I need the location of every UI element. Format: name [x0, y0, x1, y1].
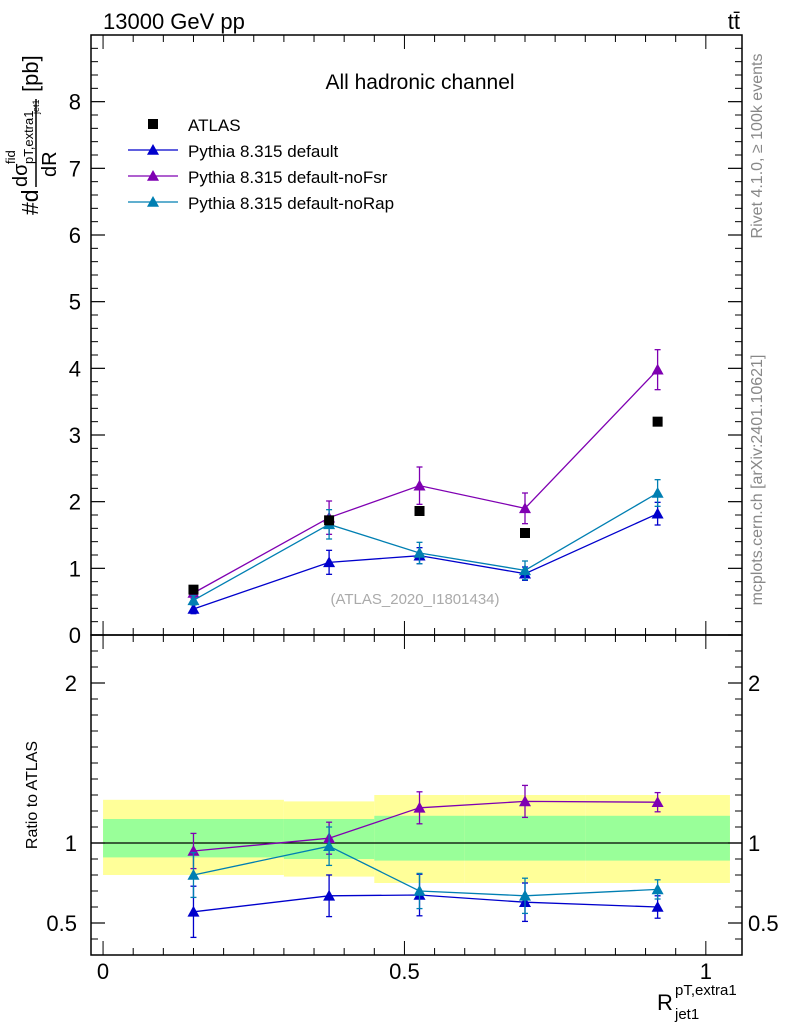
ratio-tick-label-left: 2 [65, 671, 77, 696]
ratio-y-axis-label: Ratio to ATLAS [24, 741, 41, 849]
x-axis-label: R pT,extra1 jet1 [657, 982, 737, 1023]
ratio-series [187, 784, 664, 939]
x-label-sub: jet1 [674, 1006, 699, 1023]
ratio-marker-1 [651, 796, 664, 807]
chart-title: All hadronic channel [325, 71, 514, 94]
main-axes: 0 1 2 3 4 5 6 7 8 [69, 34, 743, 648]
x-tick-label: 0.5 [389, 959, 420, 984]
y-tick-label: 1 [69, 556, 81, 581]
ratio-line-0 [193, 894, 658, 913]
series-line-1 [193, 369, 659, 594]
y-tick-label: 8 [69, 90, 81, 115]
green-band-bin-4 [585, 815, 730, 861]
legend-marker-atlas [148, 119, 158, 129]
series-marker-2 [519, 564, 531, 576]
y-tick-label: 0 [69, 623, 81, 648]
legend-label-2: Pythia 8.315 default-noRap [188, 194, 394, 213]
process-label: tt̄ [728, 9, 740, 34]
green-band-bin-3 [464, 815, 586, 861]
data-point [188, 584, 199, 595]
y-tick-label: 3 [69, 423, 81, 448]
ratio-marker-2 [413, 885, 426, 896]
y-label-numerator: dσ [10, 163, 32, 187]
ratio-marker-1 [413, 801, 426, 813]
x-tick-label: 1 [700, 959, 712, 984]
mcplots-label: mcplots.cern.ch [arXiv:2401.10621] [749, 355, 766, 606]
legend-marker-0 [147, 144, 159, 155]
series-line-2 [193, 492, 658, 601]
series-marker-2 [187, 594, 200, 606]
series-marker-0 [323, 556, 336, 568]
ratio-marker-2 [187, 869, 200, 880]
data-point [324, 515, 335, 526]
legend-marker-1 [147, 170, 159, 181]
series-marker-2 [413, 547, 426, 558]
series-marker-1 [413, 479, 426, 491]
y-tick-label: 5 [69, 290, 81, 315]
y-tick-label: 6 [69, 223, 81, 248]
series-marker-0 [651, 507, 664, 519]
ratio-tick-label-right: 1 [748, 831, 760, 856]
ratio-tick-label-left: 1 [65, 831, 77, 856]
ratio-marker-2 [651, 883, 664, 895]
rivet-version-label: Rivet 4.1.0, ≥ 100k events [749, 54, 766, 239]
y-axis-label: #d dσ fid pT,extra1 jet1 dR [pb] [3, 55, 61, 215]
y-label-denominator: dR [39, 151, 61, 177]
x-label-sup: pT,extra1 [675, 982, 737, 999]
y-label-num-sup: fid [3, 150, 18, 164]
series-marker-2 [651, 487, 664, 498]
series-marker-1 [519, 502, 531, 514]
series-marker-0 [187, 603, 200, 614]
ratio-tick-label-right: 2 [748, 671, 760, 696]
watermark: (ATLAS_2020_I1801434) [330, 591, 499, 608]
y-tick-label: 7 [69, 156, 81, 181]
legend-marker-2 [147, 196, 159, 207]
y-tick-label: 4 [69, 356, 81, 381]
ratio-marker-2 [323, 840, 336, 851]
y-label-prefix: #d [17, 189, 43, 215]
legend: ATLAS Pythia 8.315 default Pythia 8.315 de… [128, 116, 394, 213]
series-marker-1 [651, 363, 664, 375]
ratio-axes: 0.5 0.5 1 1 2 2 0 0.5 1 [46, 634, 779, 984]
data-point [414, 506, 425, 516]
data-point [520, 528, 530, 538]
ratio-tick-label-right: 0.5 [748, 911, 779, 936]
legend-label-atlas: ATLAS [188, 116, 241, 135]
y-label-unit: [pb] [18, 55, 43, 92]
y-tick-label: 2 [69, 490, 81, 515]
main-series [187, 349, 664, 615]
energy-label: 13000 GeV pp [103, 9, 245, 34]
x-label-main: R [657, 990, 673, 1015]
data-point [652, 416, 663, 427]
ratio-tick-label-left: 0.5 [46, 911, 77, 936]
x-tick-label: 0 [97, 959, 109, 984]
ratio-marker-0 [651, 901, 664, 912]
ratio-marker-2 [519, 889, 531, 901]
ratio-marker-0 [187, 905, 200, 917]
legend-label-0: Pythia 8.315 default [188, 142, 339, 161]
y-label-num-sub: pT,extra1 [21, 111, 36, 164]
ratio-marker-1 [519, 795, 531, 807]
legend-label-1: Pythia 8.315 default-noFsr [188, 168, 388, 187]
ratio-marker-0 [323, 889, 336, 901]
